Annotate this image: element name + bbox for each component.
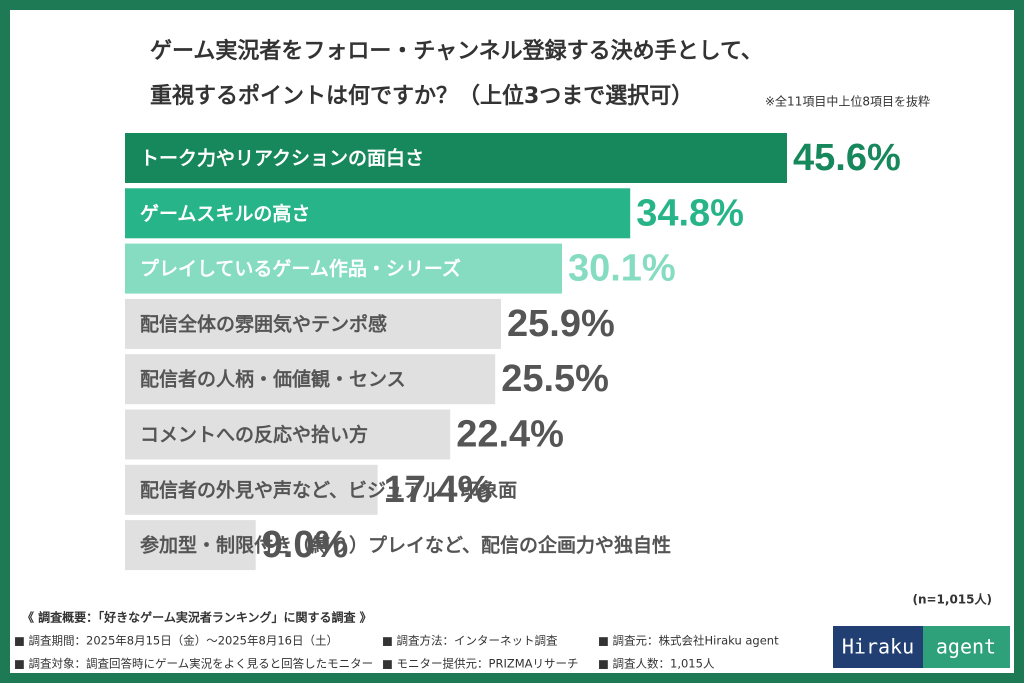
value-label: 34.8% — [636, 192, 744, 234]
value-label: 45.6% — [793, 137, 901, 179]
chart-title: ゲーム実況者をフォロー・チャンネル登録する決め手として、 — [150, 38, 763, 64]
sample-size: (n=1,015人) — [912, 592, 992, 607]
bar-label: 参加型・制限付き（縛り）プレイなど、配信の企画力や独自性 — [140, 534, 671, 557]
bar — [125, 298, 502, 349]
footer-item: ■ 調査期間：2025年8月15日（金）～2025年8月16日（土） — [14, 634, 338, 648]
logo-left — [833, 626, 923, 668]
bar-label: コメントへの反応や拾い方 — [140, 423, 368, 446]
bar — [125, 520, 256, 571]
bar — [125, 188, 631, 239]
value-label: 25.5% — [501, 358, 609, 400]
bar-label: 配信者の人柄・価値観・センス — [140, 368, 406, 391]
footer-item: ■ 調査人数：1,015人 — [598, 657, 715, 671]
bar — [125, 133, 787, 183]
footer-item: ■ 調査対象：調査回答時にゲーム実況をよく見ると回答したモニター — [14, 657, 373, 671]
value-label: 25.9% — [507, 303, 615, 345]
bar-label: ゲームスキルの高さ — [140, 202, 310, 225]
bar-label: トーク力やリアクションの面白さ — [140, 147, 424, 170]
logo-text: agent — [936, 635, 996, 659]
value-label: 9.0% — [262, 524, 349, 566]
value-label: 30.1% — [568, 248, 676, 290]
note: ※全11項目中上位8項目を抜粋 — [765, 94, 930, 109]
bar-label: プレイしているゲーム作品・シリーズ — [140, 257, 461, 280]
logo-right — [923, 626, 1010, 668]
footer-heading: 《 調査概要：「好きなゲーム実況者ランキング」に関する調査 》 — [22, 610, 372, 625]
bar-label: 配信全体の雰囲気やテンポ感 — [140, 312, 387, 335]
chart-title: 重視するポイントは何ですか？（上位3つまで選択可） — [150, 83, 693, 109]
footer-item: ■ 調査方法：インターネット調査 — [382, 634, 558, 648]
bar — [125, 243, 562, 294]
footer-item: ■ モニター提供元：PRIZMAリサーチ — [382, 657, 579, 671]
logo-text: Hiraku — [842, 635, 914, 659]
value-label: 22.4% — [456, 414, 564, 456]
bar — [125, 464, 378, 515]
footer-item: ■ 調査元：株式会社Hiraku agent — [598, 634, 779, 648]
bar — [125, 354, 496, 405]
value-label: 17.4% — [384, 469, 492, 511]
bar — [125, 409, 451, 460]
bar-label: 配信者の外見や声など、ビジュアル・印象面 — [140, 478, 517, 501]
